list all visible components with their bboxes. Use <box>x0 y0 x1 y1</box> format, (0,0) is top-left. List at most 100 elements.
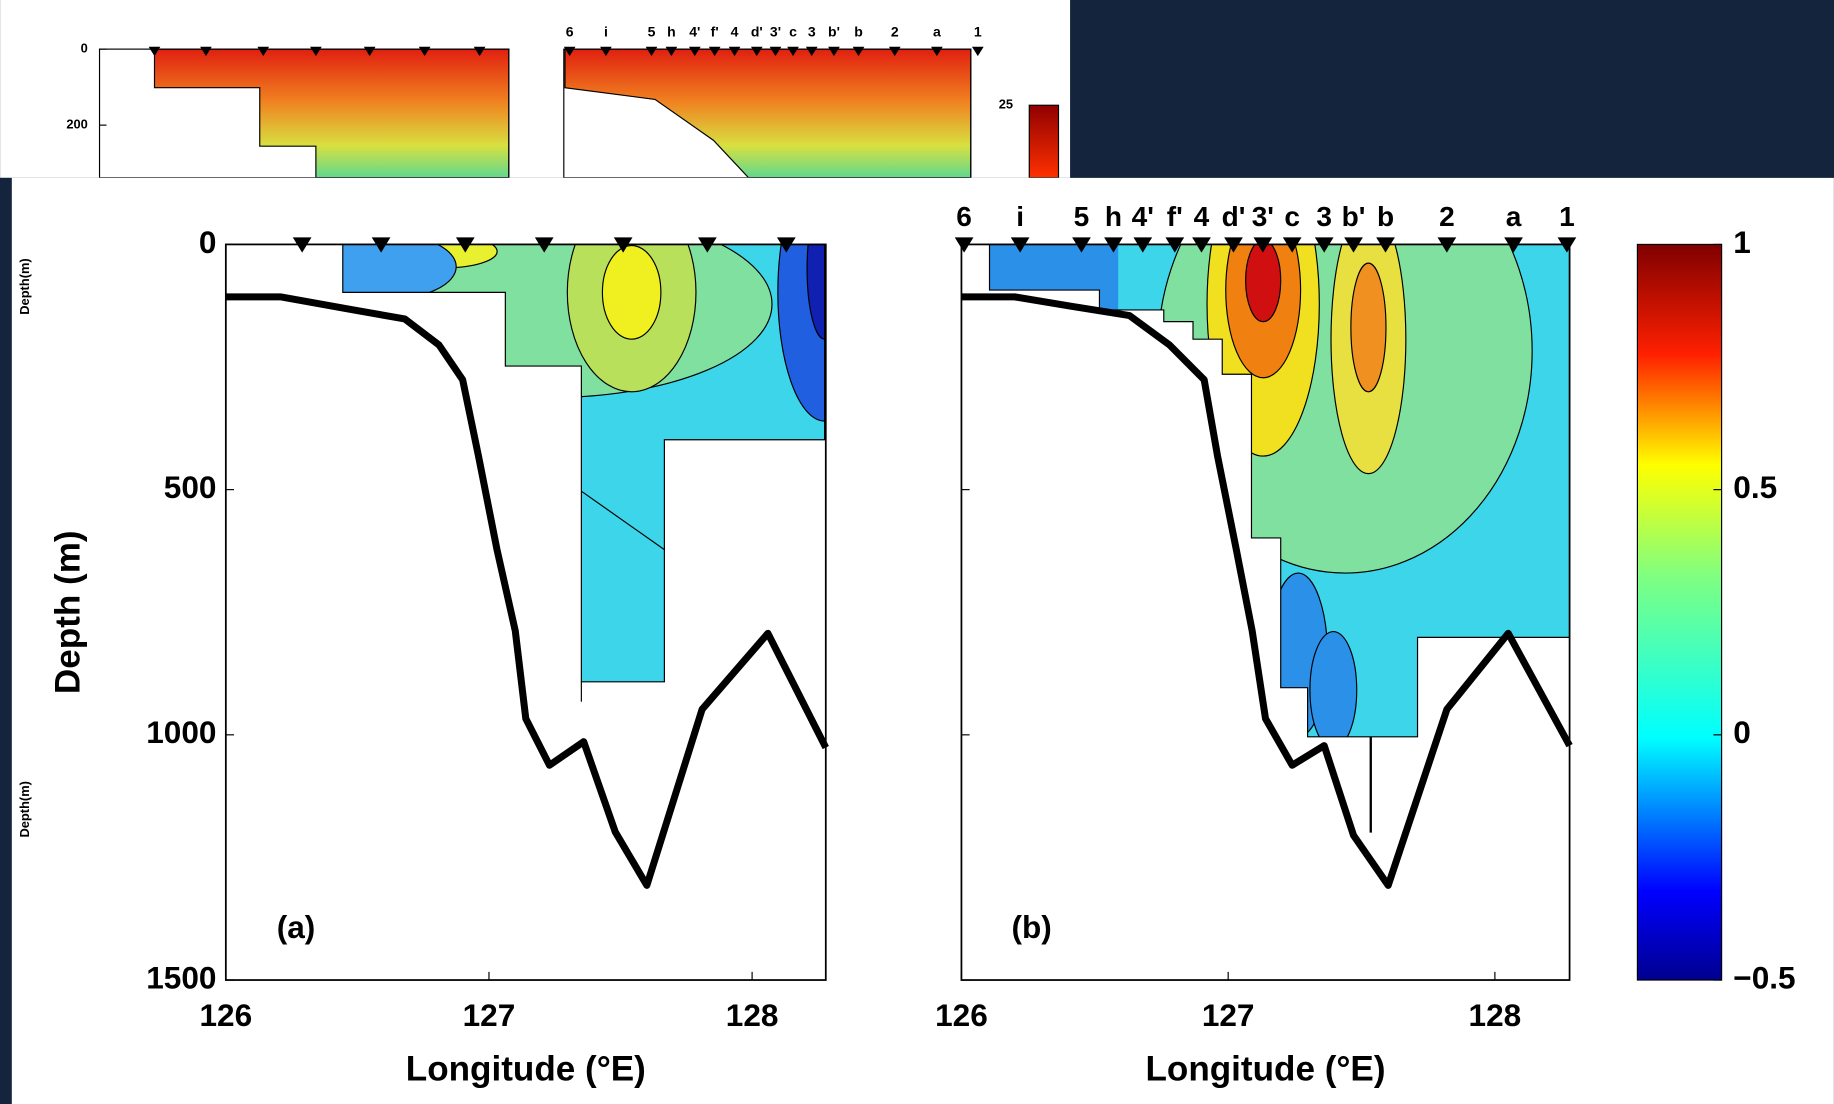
station-label: c <box>1284 201 1300 232</box>
x-tick-label: 128 <box>1469 997 1522 1033</box>
colorbar <box>1636 243 1723 981</box>
inset-station-label: h <box>667 23 676 39</box>
y-tick-label: 500 <box>164 469 217 505</box>
station-marker <box>954 237 974 253</box>
station-label: 5 <box>1074 201 1090 232</box>
inset-station-marker <box>363 46 376 57</box>
station-label: h <box>1105 201 1122 232</box>
inset-colorbar <box>1028 104 1060 179</box>
x-axis-label: Longitude (°E) <box>1145 1050 1385 1089</box>
inset-station-label: 2 <box>891 23 899 39</box>
bathymetry-line <box>225 293 829 889</box>
station-label: b' <box>1342 201 1366 232</box>
inset-station-marker <box>645 46 658 57</box>
inset-station-marker <box>787 46 799 57</box>
inset-y-tick-label: 0 <box>81 41 88 56</box>
colorbar-tick-label: 1 <box>1733 224 1751 260</box>
inset-station-marker <box>828 46 840 57</box>
inset-station-marker <box>665 46 678 57</box>
station-marker <box>1344 237 1363 253</box>
y-tick-label: 0 <box>199 224 217 260</box>
inset-station-label: 5 <box>648 23 656 39</box>
station-label: 2 <box>1439 201 1455 232</box>
inset-station-marker <box>418 46 431 57</box>
station-marker <box>1437 237 1457 253</box>
inset-station-marker <box>888 46 901 57</box>
colorbar-tick-label: −0.5 <box>1733 959 1795 995</box>
station-label: f' <box>1167 201 1183 232</box>
colorbar-tick-label: 0.5 <box>1733 469 1777 505</box>
inset-station-label: 4' <box>689 23 700 39</box>
inset-station-label: 4 <box>731 23 739 39</box>
x-axis-label: Longitude (°E) <box>406 1050 646 1089</box>
station-marker <box>1376 237 1395 253</box>
inset-station-label: c <box>789 23 797 39</box>
y-axis-label: Depth (m) <box>49 530 88 694</box>
station-marker <box>1192 237 1211 253</box>
station-marker <box>292 237 312 253</box>
station-marker <box>776 237 796 253</box>
inset-station-marker <box>852 46 865 57</box>
inset-station-marker <box>688 46 701 57</box>
station-marker <box>1314 237 1334 253</box>
station-label: i <box>1016 201 1024 232</box>
station-label: 4' <box>1132 201 1154 232</box>
inset-station-label: d' <box>751 23 763 39</box>
panel-label: (b) <box>1011 909 1051 945</box>
x-tick-label: 128 <box>726 997 779 1033</box>
station-label: d' <box>1222 201 1246 232</box>
inset-y-tick-label: 200 <box>66 117 87 132</box>
station-marker <box>455 237 475 253</box>
y-tick-label: 1000 <box>146 714 216 750</box>
station-label: 3 <box>1316 201 1332 232</box>
x-tick-label: 127 <box>1202 997 1255 1033</box>
inset-station-label: 3' <box>770 23 781 39</box>
inset-station-label: 1 <box>974 23 982 39</box>
axes-frame <box>224 243 827 981</box>
section-outline-b <box>988 243 1571 738</box>
station-marker <box>698 237 717 253</box>
inset-station-marker <box>805 46 818 57</box>
station-label: 6 <box>956 201 972 232</box>
station-label: 4 <box>1194 201 1210 232</box>
station-label: 1 <box>1559 201 1575 232</box>
station-marker <box>1165 237 1185 253</box>
station-label: 3' <box>1252 201 1274 232</box>
station-label: b <box>1377 201 1394 232</box>
inset-station-label: f' <box>711 23 719 39</box>
y-tick-label: 1500 <box>146 959 216 995</box>
station-marker <box>1557 237 1577 253</box>
station-marker <box>613 237 633 253</box>
side-label: Depth(m) <box>17 258 32 314</box>
inset-station-marker <box>971 46 984 57</box>
station-marker <box>1104 237 1123 253</box>
inset-station-marker <box>200 46 212 57</box>
station-marker <box>1224 237 1243 253</box>
inset-station-label: a <box>933 23 941 39</box>
station-marker <box>1010 237 1030 253</box>
station-marker <box>1504 237 1523 253</box>
inset-station-marker <box>769 46 782 57</box>
station-label: a <box>1506 201 1522 232</box>
station-marker <box>1133 237 1153 253</box>
inset-station-label: 3 <box>808 23 816 39</box>
panel-label: (a) <box>277 909 316 945</box>
x-tick-label: 126 <box>935 997 988 1033</box>
inset-station-marker <box>931 46 943 57</box>
x-tick-label: 127 <box>463 997 516 1033</box>
inset-station-marker <box>257 46 270 57</box>
inset-station-label: 6 <box>566 23 574 39</box>
x-tick-label: 126 <box>199 997 252 1033</box>
station-marker <box>1282 237 1302 253</box>
inset-station-marker <box>750 46 763 57</box>
station-marker <box>534 237 554 253</box>
bathymetry-line <box>961 293 1573 889</box>
inset-station-label: i <box>604 23 608 39</box>
inset-station-marker <box>728 46 741 57</box>
colorbar-tick-label: 0 <box>1733 714 1751 750</box>
station-marker <box>1072 237 1091 253</box>
inset-colorbar-label: 25 <box>999 97 1013 112</box>
inset-station-marker <box>148 46 161 57</box>
